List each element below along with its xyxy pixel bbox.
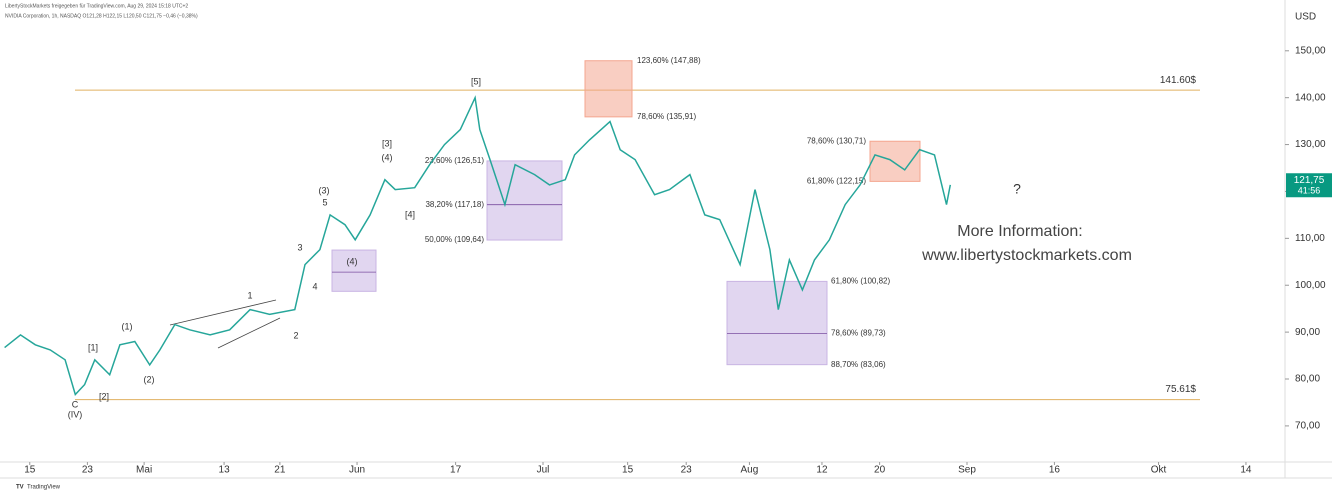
- wave-label: 1: [247, 290, 252, 300]
- wave-label: [1]: [88, 342, 98, 352]
- fib-label: 78,60% (130,71): [807, 136, 866, 145]
- x-tick-label: 13: [219, 465, 231, 476]
- x-tick-label: Mai: [136, 465, 152, 476]
- wave-label: (3): [319, 185, 330, 195]
- x-tick-label: 20: [874, 465, 886, 476]
- annotation: More Information:: [957, 223, 1082, 240]
- wave-label: 5: [322, 197, 327, 207]
- y-tick-label: 110,00: [1295, 233, 1325, 244]
- x-tick-label: 23: [681, 465, 693, 476]
- wave-label: [3]: [382, 138, 392, 148]
- y-tick-label: 130,00: [1295, 139, 1326, 150]
- symbol-info: NVIDIA Corporation, 1h, NASDAQ O121,28 H…: [5, 13, 198, 19]
- y-tick-label: 90,00: [1295, 327, 1320, 338]
- fib-label: 50,00% (109,64): [425, 235, 484, 244]
- wave-label: (IV): [68, 409, 83, 419]
- fib-label: 78,60% (89,73): [831, 328, 886, 337]
- fib-label: 61,80% (100,82): [831, 276, 890, 285]
- x-tick-label: Aug: [741, 465, 759, 476]
- price-line: [4, 95, 952, 396]
- x-tick-label: 16: [1049, 465, 1061, 476]
- y-tick-label: 150,00: [1295, 45, 1326, 56]
- countdown: 41:56: [1298, 186, 1321, 196]
- annotation: www.libertystockmarkets.com: [921, 247, 1132, 264]
- fib-label: 123,60% (147,88): [637, 56, 701, 65]
- y-tick-label: 140,00: [1295, 92, 1326, 103]
- fib-label: 38,20% (117,18): [425, 200, 484, 209]
- fib-label: 61,80% (122,15): [807, 176, 866, 185]
- x-tick-label: 21: [274, 465, 286, 476]
- wave-label: 2: [293, 330, 298, 340]
- fib-label: 23,60% (126,51): [425, 156, 484, 165]
- x-tick-label: 12: [816, 465, 828, 476]
- x-tick-label: Sep: [958, 465, 976, 476]
- shared-by: LibertyStockMarkets freigegeben für Trad…: [5, 3, 188, 9]
- price-tag: [1286, 173, 1332, 198]
- wave-label: 3: [297, 242, 302, 252]
- wave-label: (1): [122, 321, 133, 331]
- x-tick-label: 14: [1240, 465, 1252, 476]
- wedge-line: [169, 299, 277, 326]
- y-tick-label: 70,00: [1295, 421, 1320, 432]
- wave-label: [4]: [405, 209, 415, 219]
- fib-zone: [869, 140, 921, 182]
- wave-label: (4): [382, 152, 393, 162]
- wave-label: [5]: [471, 76, 481, 86]
- x-tick-label: 15: [24, 465, 36, 476]
- x-tick-label: 17: [450, 465, 462, 476]
- y-tick-label: 100,00: [1295, 280, 1326, 291]
- x-tick-label: 15: [622, 465, 634, 476]
- fib-zone: [726, 280, 828, 366]
- fib-label: 78,60% (135,91): [637, 112, 696, 121]
- wedge-line: [217, 317, 281, 349]
- wave-label: (4): [347, 256, 358, 266]
- x-tick-label: Jun: [349, 465, 365, 476]
- x-tick-label: Okt: [1151, 465, 1167, 476]
- wave-label: ?: [1013, 181, 1021, 197]
- level-label: 75.61$: [1165, 384, 1196, 395]
- price-tag-label: 121,75: [1294, 175, 1325, 186]
- wave-label: 4: [312, 281, 317, 291]
- level-label: 141.60$: [1160, 75, 1197, 86]
- fib-zone: [584, 60, 633, 118]
- footer-logo: TV: [16, 485, 24, 491]
- x-tick-label: 23: [82, 465, 94, 476]
- fib-zone: [486, 160, 563, 241]
- footer-brand: TradingView: [27, 485, 61, 491]
- fib-label: 88,70% (83,06): [831, 360, 886, 369]
- x-tick-label: Jul: [537, 465, 550, 476]
- currency: USD: [1295, 12, 1316, 23]
- wave-label: C: [72, 399, 79, 409]
- wave-label: (2): [144, 374, 155, 384]
- wave-label: [2]: [99, 391, 109, 401]
- y-tick-label: 80,00: [1295, 374, 1320, 385]
- fib-zone: [331, 249, 377, 292]
